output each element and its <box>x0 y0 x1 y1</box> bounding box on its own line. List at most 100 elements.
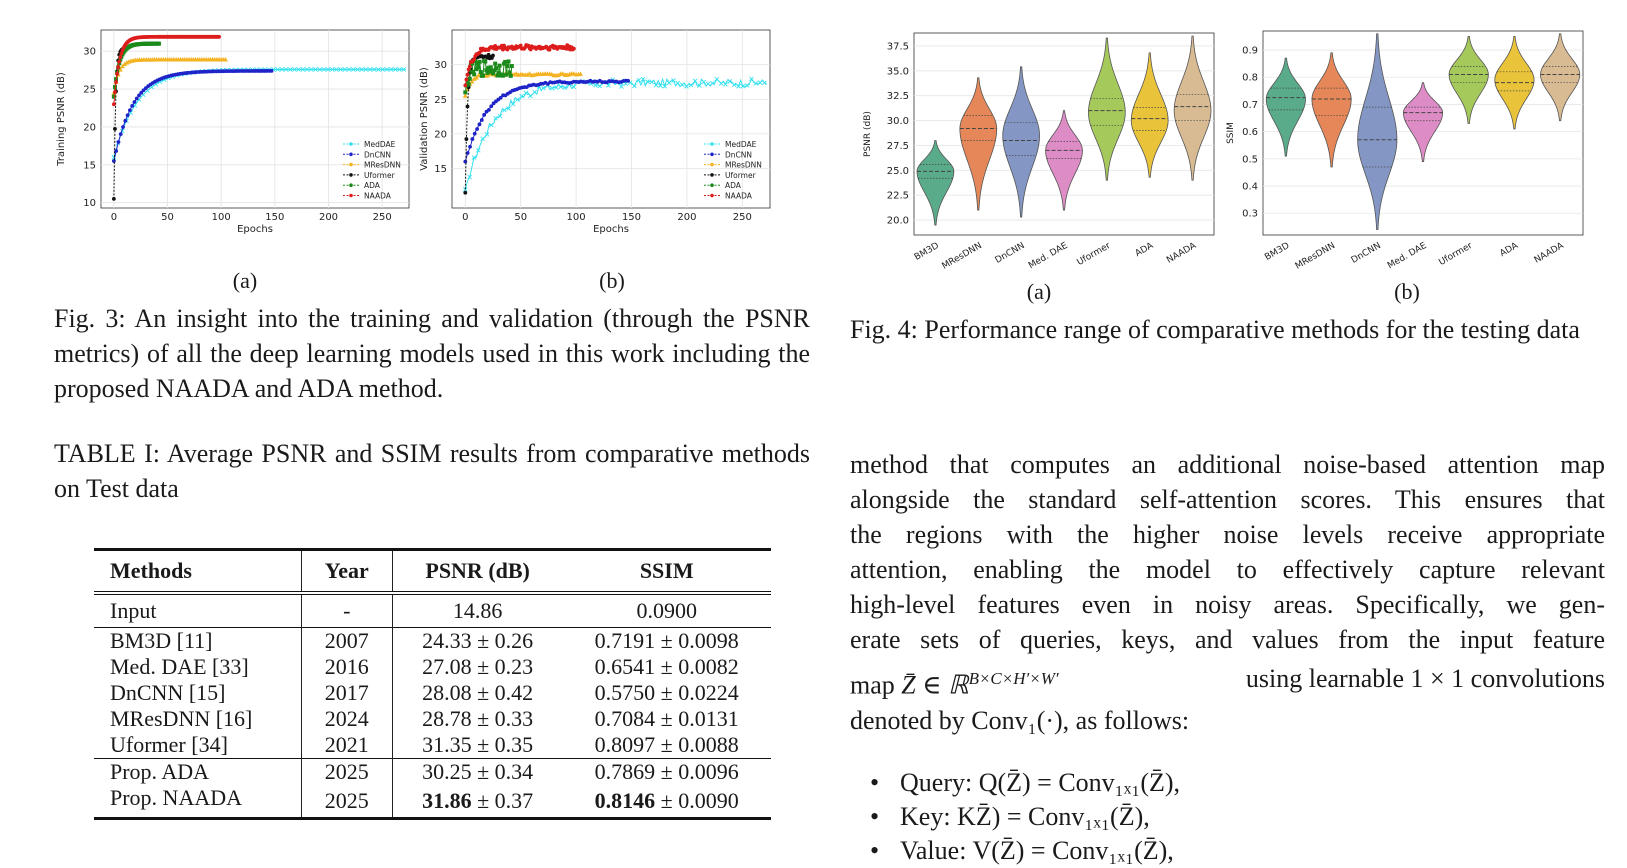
data-point <box>488 65 493 70</box>
data-point <box>130 103 135 108</box>
data-point <box>392 67 398 72</box>
legend-marker <box>349 173 353 177</box>
table-caption: TABLE I: Average PSNR and SSIM results f… <box>54 439 810 503</box>
data-point <box>493 115 498 121</box>
data-point <box>484 131 490 137</box>
x-tick-label: 50 <box>514 212 527 223</box>
legend-label: Uformer <box>725 171 757 180</box>
data-point <box>498 95 503 100</box>
data-point <box>217 34 221 39</box>
y-tick-label: 32.5 <box>887 91 909 102</box>
data-point <box>482 112 487 117</box>
data-point <box>467 64 472 69</box>
data-point <box>475 148 481 153</box>
body-line: erate sets of queries, keys, and values … <box>850 625 1605 654</box>
cell-psnr: 31.35 ± 0.35 <box>422 732 534 757</box>
cell-year: 2025 <box>301 758 393 785</box>
data-point <box>121 125 125 129</box>
data-point <box>489 104 494 109</box>
fig4-caption: Fig. 4: Performance range of comparative… <box>850 315 1580 344</box>
data-point <box>462 186 468 192</box>
data-point <box>477 122 482 127</box>
data-point <box>493 61 498 66</box>
legend-marker <box>710 142 714 146</box>
legend-label: MResDNN <box>364 161 401 170</box>
data-point <box>472 131 477 136</box>
legend-marker <box>349 193 353 198</box>
data-point <box>658 83 663 88</box>
y-tick-label: 35.0 <box>887 66 909 77</box>
data-point <box>496 70 501 75</box>
math-superscript: B×C×H′×W′ <box>968 669 1059 688</box>
ssim-value: ± 0.0090 <box>655 788 739 813</box>
legend-label: NAADA <box>364 192 392 201</box>
data-point <box>329 67 335 72</box>
cell-psnr: 30.25 ± 0.34 <box>392 759 562 786</box>
y-tick-label: 0.8 <box>1242 73 1258 84</box>
table-row: MResDNN [16] 2024 28.78 ± 0.33 0.7084 ± … <box>94 706 771 732</box>
data-point <box>523 90 529 96</box>
data-point <box>562 85 568 91</box>
header-psnr: PSNR (dB) <box>425 558 530 583</box>
data-point <box>114 149 119 153</box>
data-point <box>117 59 122 64</box>
data-point <box>718 81 724 86</box>
data-point <box>471 76 477 81</box>
data-point <box>679 82 685 88</box>
list-item: Value: V(Z̄) = Conv₁ₓ₁(Z̄), <box>870 834 1180 868</box>
list-item: Query: Q(Z̄) = Conv₁ₓ₁(Z̄), <box>870 766 1180 800</box>
data-point <box>731 82 737 88</box>
x-tick-label: NAADA <box>1533 241 1567 266</box>
data-point <box>484 68 489 73</box>
data-point <box>287 67 293 72</box>
legend-label: MResDNN <box>725 161 762 170</box>
data-point <box>397 67 402 72</box>
qkv-bullet-list: Query: Q(Z̄) = Conv₁ₓ₁(Z̄), Key: KZ̄) = … <box>870 766 1180 868</box>
data-point <box>489 68 494 73</box>
legend-marker <box>349 152 353 157</box>
data-point <box>486 107 491 112</box>
body-text: using learnable 1 × 1 convolutions <box>1245 664 1605 693</box>
table-row: Uformer [34] 2021 31.35 ± 0.35 0.8097 ± … <box>94 732 771 759</box>
data-point <box>495 73 500 78</box>
y-axis-label: SSIM <box>1226 122 1236 144</box>
violin-mresdnn <box>959 77 998 211</box>
violin-med-dae <box>1045 110 1083 211</box>
violin-dncnn <box>1002 66 1040 218</box>
body-line: denoted by Conv₁(·), as follows: <box>850 705 1190 735</box>
data-point <box>688 82 694 88</box>
header-year: Year <box>301 549 393 593</box>
data-point <box>508 73 513 78</box>
table-row: DnCNN [15] 2017 28.08 ± 0.42 0.5750 ± 0.… <box>94 680 771 706</box>
data-point <box>554 85 559 90</box>
cell-ssim: 0.0900 <box>636 598 697 623</box>
table-row-prop-naada: Prop. NAADA 2025 31.86 ± 0.37 0.8146 ± 0… <box>94 785 771 819</box>
x-tick-label: NAADA <box>1165 241 1199 266</box>
plot-area <box>100 29 410 209</box>
data-point <box>555 72 561 77</box>
x-tick-label: Uformer <box>1437 241 1474 268</box>
data-point <box>401 67 406 72</box>
data-point <box>697 83 702 88</box>
data-point <box>111 102 116 107</box>
data-point <box>491 53 495 58</box>
y-tick-label: 30 <box>434 60 447 71</box>
data-point <box>111 94 116 99</box>
data-point <box>468 144 472 149</box>
data-point <box>463 159 468 164</box>
x-tick-label: Uformer <box>1075 241 1112 268</box>
x-tick-label: DnCNN <box>994 241 1027 266</box>
data-point <box>479 118 484 122</box>
data-point <box>714 76 720 82</box>
cell-ssim: 0.7869 ± 0.0096 <box>562 759 771 786</box>
violin-dncnn <box>1357 33 1398 230</box>
data-point <box>467 76 472 81</box>
data-point <box>367 67 373 72</box>
data-point <box>117 67 123 72</box>
fig4a-sublabel: (a) <box>1026 279 1052 304</box>
ssim-best-value: 0.8146 <box>594 788 656 813</box>
legend-marker <box>710 162 714 167</box>
x-tick-label: 200 <box>677 212 696 223</box>
data-point <box>474 67 479 72</box>
data-point <box>296 67 301 72</box>
